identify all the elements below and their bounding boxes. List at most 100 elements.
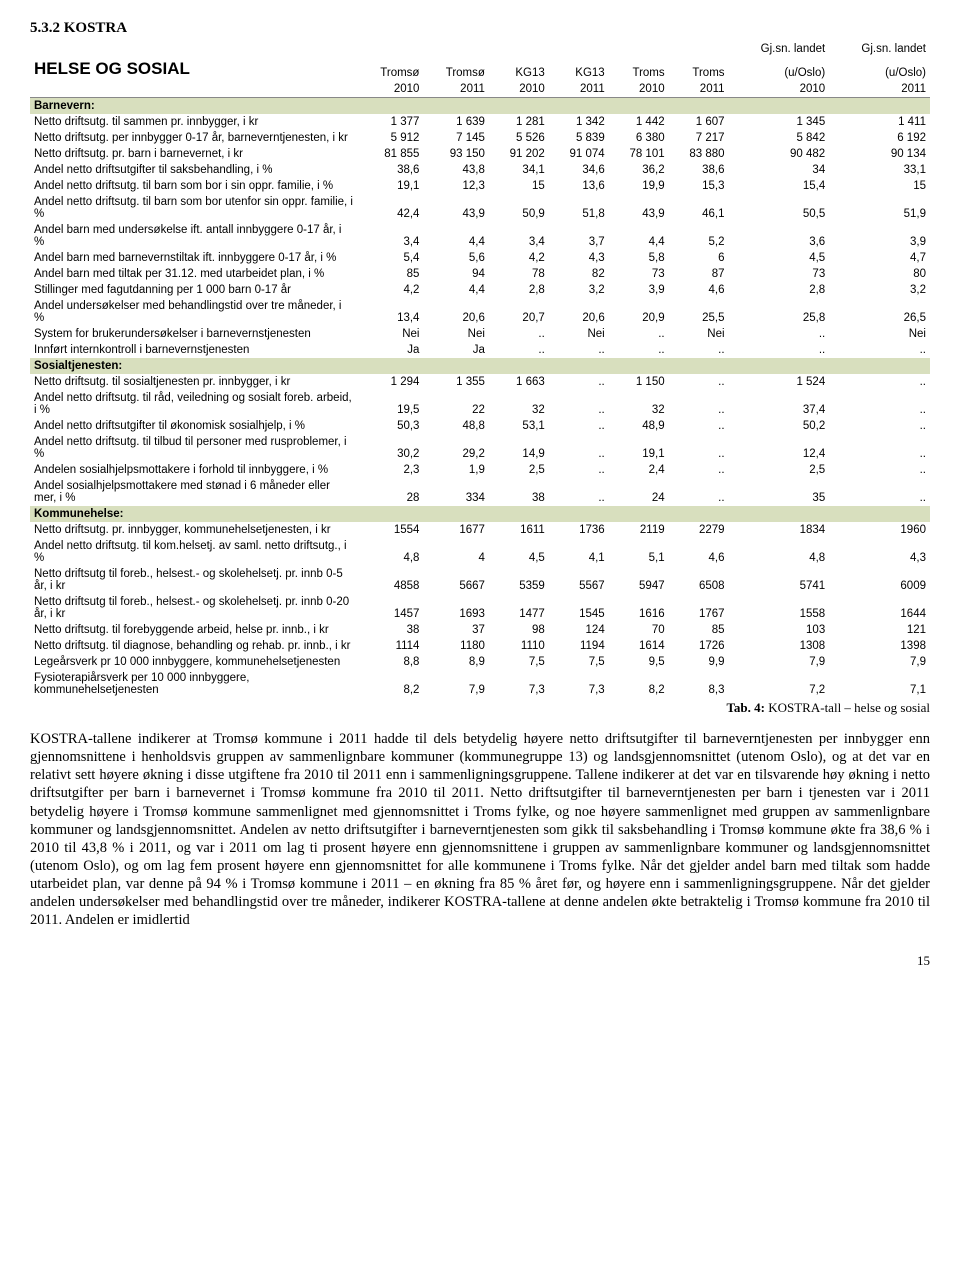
data-cell: 15,4 [729, 178, 830, 194]
data-cell: 103 [729, 622, 830, 638]
data-cell: 29,2 [423, 434, 488, 462]
data-cell: 5359 [489, 566, 549, 594]
data-cell: 1 663 [489, 374, 549, 390]
data-cell: 90 482 [729, 146, 830, 162]
data-cell: 7,5 [549, 654, 609, 670]
data-cell: 51,9 [829, 194, 930, 222]
row-label: Netto driftsutg. til sammen pr. innbygge… [30, 114, 358, 130]
data-cell: 7,2 [729, 670, 830, 698]
data-cell: 3,4 [358, 222, 423, 250]
data-cell: Nei [829, 326, 930, 342]
table-row: Andel netto driftsutg. til kom.helsetj. … [30, 538, 930, 566]
data-cell: 4,8 [729, 538, 830, 566]
table-row: Andel barn med undersøkelse ift. antall … [30, 222, 930, 250]
data-cell: 1 377 [358, 114, 423, 130]
data-cell: 5 526 [489, 130, 549, 146]
table-row: Netto driftsutg. pr. innbygger, kommuneh… [30, 522, 930, 538]
data-cell: .. [549, 462, 609, 478]
data-cell: 1477 [489, 594, 549, 622]
table-header [549, 41, 609, 57]
table-caption: Tab. 4: KOSTRA-tall – helse og sosial [30, 700, 930, 716]
data-cell: 1614 [609, 638, 669, 654]
data-cell: 43,8 [423, 162, 488, 178]
data-cell: .. [489, 326, 549, 342]
data-cell: 1 294 [358, 374, 423, 390]
data-cell: 8,3 [669, 670, 729, 698]
data-cell: 30,2 [358, 434, 423, 462]
data-cell: 7,9 [829, 654, 930, 670]
data-cell: 5 839 [549, 130, 609, 146]
group-header: Barnevern: [30, 98, 930, 115]
table-header [358, 41, 423, 57]
data-cell: 1767 [669, 594, 729, 622]
data-cell: 2,3 [358, 462, 423, 478]
data-cell: 1545 [549, 594, 609, 622]
table-header [423, 41, 488, 57]
data-cell: 14,9 [489, 434, 549, 462]
data-cell: 34,6 [549, 162, 609, 178]
data-cell: 7 217 [669, 130, 729, 146]
data-cell: 73 [729, 266, 830, 282]
row-label: Stillinger med fagutdanning per 1 000 ba… [30, 282, 358, 298]
table-row: Andel netto driftsutg. til barn som bor … [30, 194, 930, 222]
data-cell: 12,3 [423, 178, 488, 194]
row-label: Netto driftsutg. per innbygger 0-17 år, … [30, 130, 358, 146]
data-cell: 51,8 [549, 194, 609, 222]
data-cell: 5,2 [669, 222, 729, 250]
data-cell: 15 [829, 178, 930, 194]
table-header: 2010 [609, 81, 669, 98]
table-header: HELSE OG SOSIAL [30, 57, 358, 81]
table-row: Andel barn med tiltak per 31.12. med uta… [30, 266, 930, 282]
row-label: Andel netto driftsutg. til tilbud til pe… [30, 434, 358, 462]
data-cell: .. [669, 390, 729, 418]
data-cell: 33,1 [829, 162, 930, 178]
data-cell: 3,6 [729, 222, 830, 250]
table-row: Netto driftsutg. per innbygger 0-17 år, … [30, 130, 930, 146]
data-cell: 37,4 [729, 390, 830, 418]
data-cell: 8,9 [423, 654, 488, 670]
table-row: Andel netto driftsutgifter til saksbehan… [30, 162, 930, 178]
data-cell: 5,4 [358, 250, 423, 266]
data-cell: 1457 [358, 594, 423, 622]
data-cell: 20,7 [489, 298, 549, 326]
data-cell: 1558 [729, 594, 830, 622]
caption-rest: KOSTRA-tall – helse og sosial [765, 700, 930, 715]
data-cell: 20,9 [609, 298, 669, 326]
table-header: 2011 [829, 81, 930, 98]
table-row: Fysioterapiårsverk per 10 000 innbyggere… [30, 670, 930, 698]
data-cell: 1960 [829, 522, 930, 538]
data-cell: .. [549, 478, 609, 506]
data-cell: 50,5 [729, 194, 830, 222]
data-cell: .. [829, 434, 930, 462]
table-header: KG13 [549, 57, 609, 81]
row-label: Legeårsverk pr 10 000 innbyggere, kommun… [30, 654, 358, 670]
data-cell: 20,6 [423, 298, 488, 326]
data-cell: 1616 [609, 594, 669, 622]
data-cell: .. [829, 478, 930, 506]
data-cell: 9,9 [669, 654, 729, 670]
data-cell: 83 880 [669, 146, 729, 162]
data-cell: 4,2 [489, 250, 549, 266]
data-cell: 1 281 [489, 114, 549, 130]
data-cell: .. [669, 418, 729, 434]
data-cell: 7,9 [729, 654, 830, 670]
data-cell: 13,4 [358, 298, 423, 326]
data-cell: 5,1 [609, 538, 669, 566]
data-cell: 5,8 [609, 250, 669, 266]
data-cell: 121 [829, 622, 930, 638]
data-cell: .. [729, 342, 830, 358]
section-number: 5.3.2 KOSTRA [30, 20, 930, 37]
table-header [489, 41, 549, 57]
data-cell: 8,2 [609, 670, 669, 698]
data-cell: 25,5 [669, 298, 729, 326]
row-label: Andel netto driftsutg. til råd, veiledni… [30, 390, 358, 418]
data-cell: 36,2 [609, 162, 669, 178]
data-cell: 2279 [669, 522, 729, 538]
data-cell: 4 [423, 538, 488, 566]
row-label: Netto driftsutg til foreb., helsest.- og… [30, 566, 358, 594]
data-cell: .. [829, 418, 930, 434]
table-header: 2010 [358, 81, 423, 98]
data-cell: 8,8 [358, 654, 423, 670]
data-cell: .. [829, 462, 930, 478]
data-cell: 1834 [729, 522, 830, 538]
